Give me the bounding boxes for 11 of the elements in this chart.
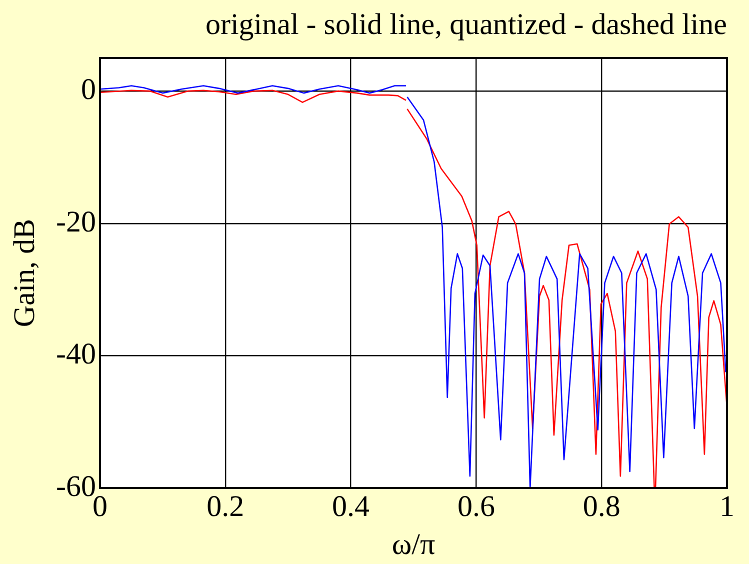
chart-title: original - solid line, quantized - dashed line [205,8,727,41]
x-tick-label: 0.6 [457,490,495,523]
y-tick-label: -20 [56,205,96,238]
x-axis-title: ω/π [392,528,436,561]
y-tick-label: 0 [80,72,96,106]
y-axis-title: Gain, dB [8,218,41,328]
x-tick-label: 1 [720,490,734,523]
x-tick-label: 0.4 [332,490,370,523]
x-tick-label: 0.8 [582,490,620,523]
x-tick-label: 0.2 [206,490,244,523]
y-tick-label: -40 [56,338,96,371]
